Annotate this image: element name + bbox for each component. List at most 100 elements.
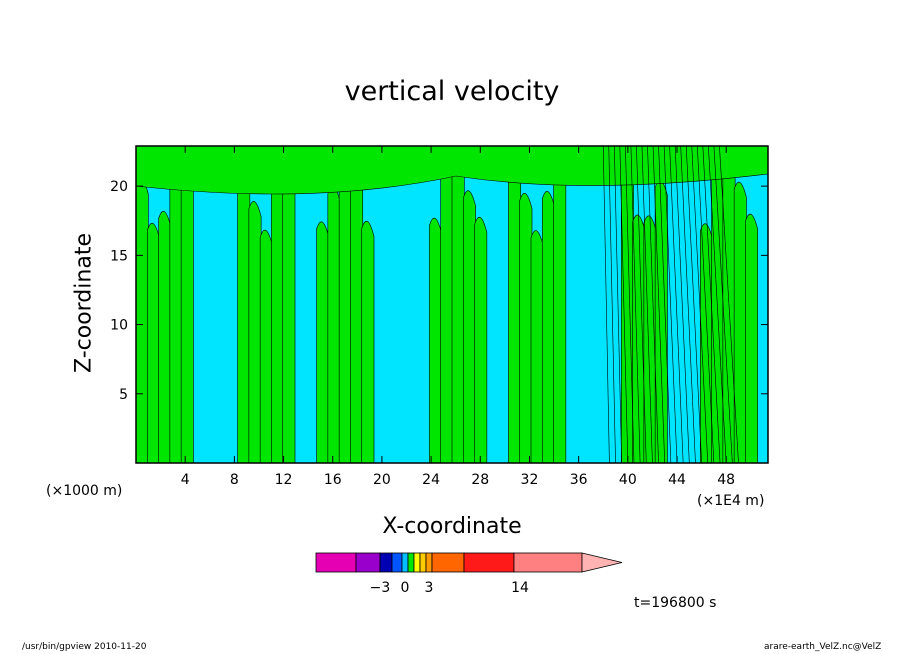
contour-line [641,146,653,463]
positive-region [440,157,454,463]
positive-region [136,146,768,195]
colorbar-segment [407,552,415,573]
positive-region [745,213,759,463]
positive-region [474,216,488,463]
colorbar-segment [413,552,421,573]
colorbar-tick-label: 0 [401,580,410,596]
x-axis-unit: (×1000 m) [46,483,123,499]
contour-line [663,146,678,463]
contour-line [608,146,616,463]
positive-region [429,217,443,463]
x-tick-label: 4 [181,472,190,488]
positive-region [620,160,634,463]
colorbar-segment [513,552,583,573]
plot-frame [135,145,769,464]
positive-region [136,178,149,463]
contour-line [619,146,629,463]
contour-line [680,146,696,463]
x-tick-label: 36 [570,472,588,488]
y-axis: 5 10 15 20 [110,179,768,403]
x-axis: 4 8 12 16 20 24 28 32 36 40 44 48 [181,146,735,488]
positive-region [508,146,522,463]
x-axis-label: X-coordinate [382,514,522,539]
y-tick-label: 5 [119,387,128,403]
positive-region [271,182,285,463]
velocity-field [136,146,768,463]
contour-line [674,146,690,463]
x-tick-label: 24 [422,472,440,488]
footer-source-file: arare-earth_VelZ.nc@VelZ [764,642,882,652]
contour-line [630,146,641,463]
x-tick-label: 48 [717,472,735,488]
footer-program-date: /usr/bin/gpview 2010-11-20 [22,642,147,652]
positive-region [632,214,646,463]
contour-line [685,146,702,463]
contour-line [719,146,739,463]
positive-region [169,150,183,463]
x-tick-label: 8 [230,472,239,488]
contour-line [658,146,672,463]
x-tick-label: 28 [471,472,489,488]
x-axis-scale-note: (×1E4 m) [697,493,765,509]
y-tick-label: 10 [110,318,128,334]
colorbar-segment [401,552,409,573]
y-tick-label: 20 [110,179,128,195]
positive-region [237,147,251,463]
positive-region [350,167,364,463]
colorbar: −3 0 3 14 [315,552,623,596]
colorbar-tick-label: 14 [511,580,529,596]
y-axis-label: Z-coordinate [71,233,97,373]
colorbar-segment [379,552,393,573]
colorbar-segment [391,552,403,573]
contour-line [713,146,733,463]
contour-line [708,146,727,463]
positive-region [733,181,747,463]
colorbar-tick-label: −3 [370,580,391,596]
contour-line [647,146,659,463]
contour-line [702,146,721,463]
positive-region [699,223,713,463]
positive-region [541,191,555,463]
contour-line [669,146,684,463]
positive-region [451,146,465,463]
positive-region [553,151,567,463]
contour-line [602,146,610,463]
positive-region [282,147,296,463]
x-tick-label: 20 [373,472,391,488]
chart-title: vertical velocity [344,76,560,107]
x-tick-label: 32 [521,472,539,488]
contour-line [614,146,622,463]
time-label: t=196800 s [634,595,717,611]
contour-line [697,146,715,463]
positive-region [462,190,476,463]
positive-region [519,193,533,463]
x-tick-label: 40 [619,472,637,488]
contour-line [636,146,647,463]
positive-region [248,201,262,463]
positive-region [316,221,330,463]
positive-region [530,230,544,463]
colorbar-segment [425,552,433,573]
colorbar-segment [431,552,465,573]
x-tick-label: 12 [275,472,293,488]
x-tick-label: 16 [324,472,342,488]
contour-line [652,146,666,463]
colorbar-segment [355,552,381,573]
positive-region [327,186,341,463]
contour-line [691,146,709,463]
colorbar-segment [315,552,357,573]
colorbar-tick-label: 3 [425,580,434,596]
contour-line [625,146,635,463]
x-tick-label: 44 [668,472,686,488]
positive-region [180,149,194,463]
positive-region [259,229,273,463]
positive-region [158,211,172,463]
colorbar-segment [463,552,515,573]
colorbar-segment [419,552,427,573]
y-tick-label: 15 [110,248,128,264]
colorbar-extend-arrow [581,552,623,573]
positive-region [361,220,375,463]
positive-region [146,222,160,463]
